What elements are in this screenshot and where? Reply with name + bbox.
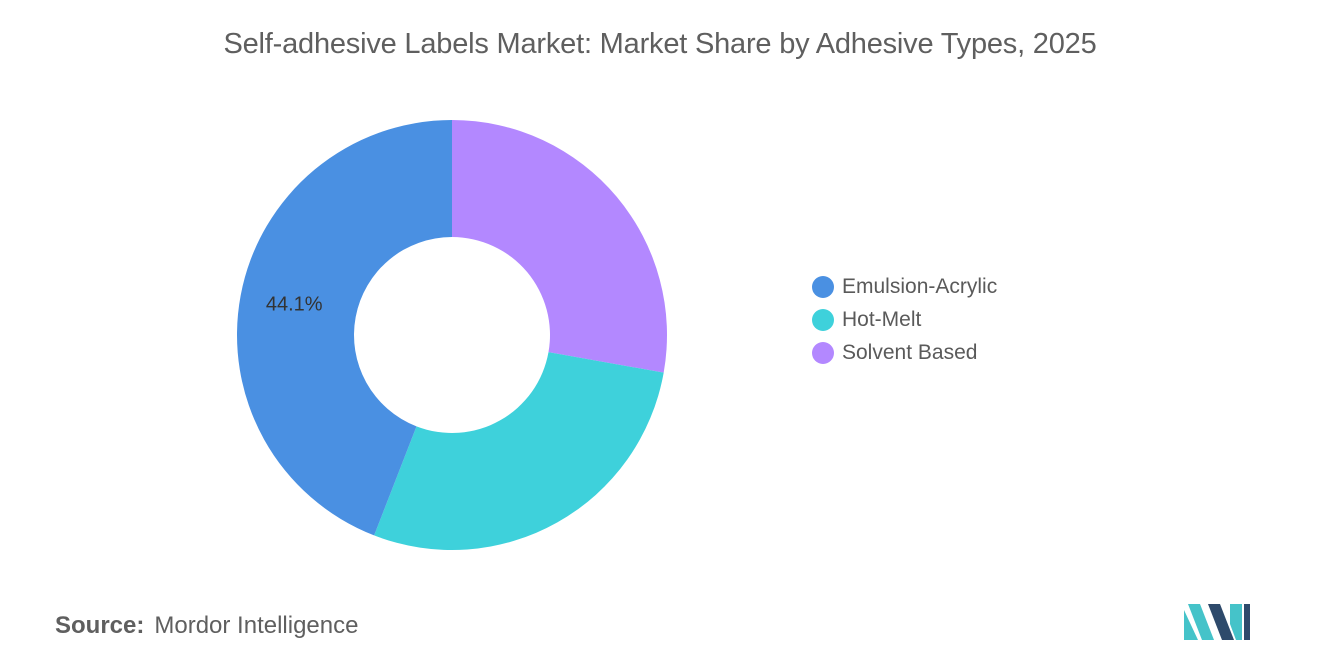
slice-emulsion-acrylic[interactable] bbox=[237, 120, 452, 536]
chart-title: Self-adhesive Labels Market: Market Shar… bbox=[223, 28, 1097, 60]
legend-item-hot-melt[interactable]: Hot-Melt bbox=[812, 303, 997, 336]
legend-swatch-hot-melt bbox=[812, 308, 834, 331]
data-label-emulsion-acrylic: 44.1% bbox=[266, 294, 323, 316]
source-text: Mordor Intelligence bbox=[154, 612, 359, 639]
slice-solvent-based[interactable] bbox=[452, 120, 667, 373]
chart-legend: Emulsion-Acrylic Hot-Melt Solvent Based bbox=[812, 270, 997, 369]
legend-label-emulsion-acrylic: Emulsion-Acrylic bbox=[842, 274, 998, 298]
legend-label-solvent-based: Solvent Based bbox=[842, 340, 978, 364]
source-note: Source: Mordor Intelligence bbox=[55, 612, 358, 640]
donut-slices bbox=[237, 120, 667, 550]
donut-data-labels: 44.1% bbox=[266, 294, 323, 316]
legend-label-hot-melt: Hot-Melt bbox=[842, 307, 922, 331]
legend-item-solvent-based[interactable]: Solvent Based bbox=[812, 336, 997, 369]
mordor-intelligence-logo-icon bbox=[1184, 604, 1250, 640]
source-label: Source: bbox=[55, 612, 145, 639]
slice-hot-melt[interactable] bbox=[374, 352, 664, 550]
legend-swatch-solvent-based bbox=[812, 341, 834, 364]
legend-item-emulsion-acrylic[interactable]: Emulsion-Acrylic bbox=[812, 270, 997, 303]
legend-swatch-emulsion-acrylic bbox=[812, 275, 834, 298]
